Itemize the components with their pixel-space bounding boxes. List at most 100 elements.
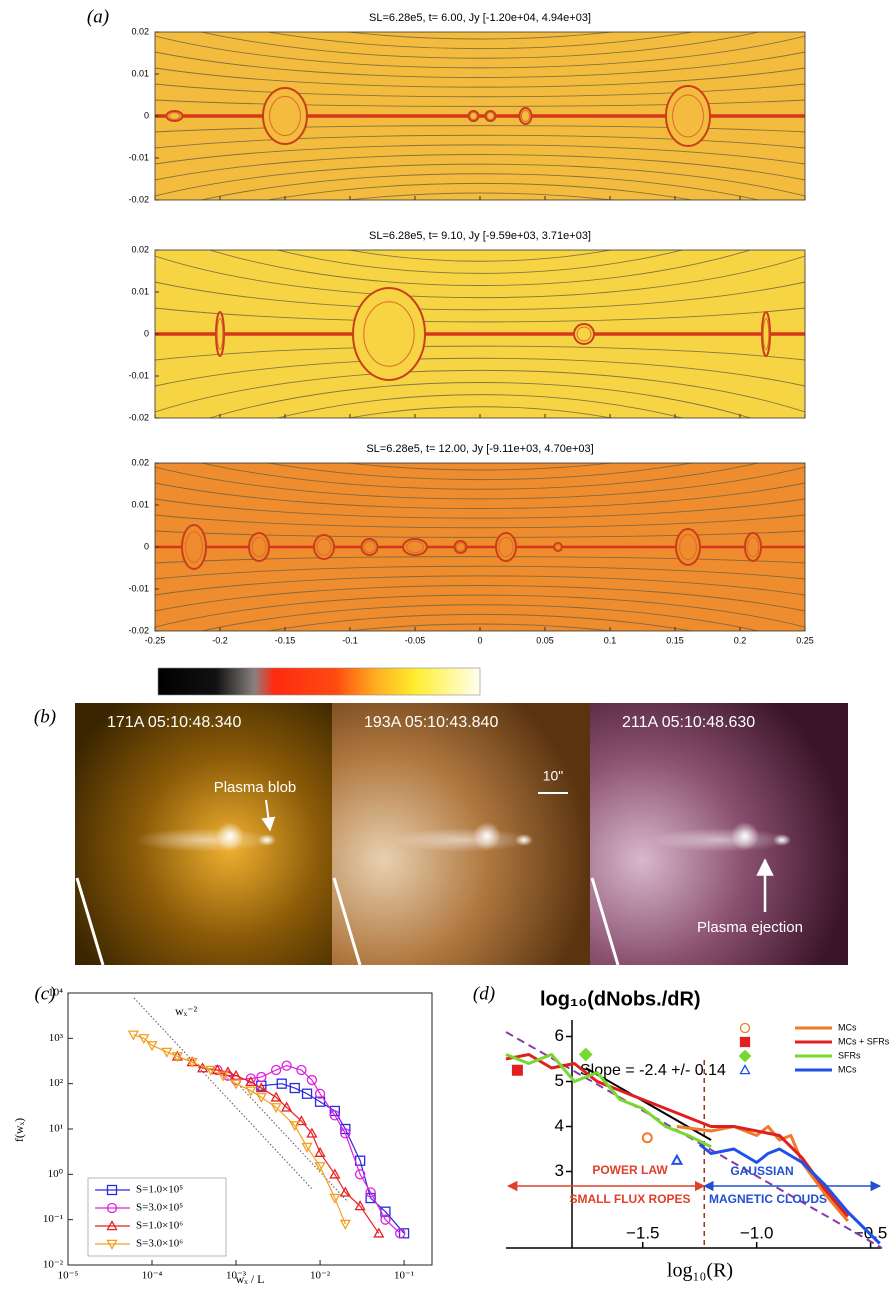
field-line [199,463,761,490]
marker [314,1096,326,1107]
field-line [208,250,752,286]
marker [217,1071,229,1082]
marker [339,1186,351,1197]
plasmoid-core [498,536,514,558]
field-line [265,463,695,481]
field-line [344,623,616,631]
field-line [155,345,805,361]
x-tick-label: 10⁻² [310,1270,331,1282]
x-tick-label: -0.2 [212,635,228,645]
marker [373,1227,385,1238]
annotation: POWER LAW [592,1163,668,1177]
field-line [155,83,805,98]
marker [106,1202,118,1214]
field-line [155,154,805,181]
y-tick-label: 0 [144,328,149,338]
reference-line [133,997,314,1191]
x-tick-label: 10⁻⁵ [58,1270,79,1282]
marker [739,1022,751,1034]
bright-core [731,822,759,850]
marker [329,1168,341,1179]
bright-feature [135,828,275,852]
plasmoid-core [363,301,415,367]
marker [171,1052,183,1063]
y-tick-label: 0.01 [131,68,149,78]
y-axis-label: f(wₓ) [12,1118,26,1142]
scale-label: 10" [543,768,564,784]
x-tick-label: -0.05 [405,635,426,645]
x-tick-label: 10⁻³ [226,1270,247,1282]
marker [255,1093,267,1104]
y-tick-label: 10¹ [49,1123,63,1135]
y-tick-label: 0.02 [131,457,149,467]
panel-label: (b) [34,706,56,727]
legend-box [87,1177,227,1257]
plasmoid-core [216,318,224,350]
panel-label: (c) [34,983,55,1004]
marker [314,1146,326,1157]
marker [670,1153,684,1165]
marker [329,1110,340,1121]
simulation-image [155,32,805,200]
marker [161,1047,173,1058]
field-line [199,604,761,631]
field-line [155,466,805,500]
reference-line [237,1083,349,1203]
x-tick-label: −1.0 [740,1223,774,1242]
legend-label: S=3.0×10⁵ [136,1202,183,1214]
field-line [155,565,805,580]
field-line [155,281,805,311]
marker [365,1187,376,1198]
marker [255,1082,267,1093]
marker [186,1057,198,1068]
plasmoid-core [576,326,592,342]
marker [289,1082,300,1094]
x-tick-label: 0.05 [536,635,554,645]
marker [106,1239,118,1250]
marker [354,1200,366,1211]
field-line [344,32,616,40]
field-line [155,556,805,564]
plasmoid-core [520,109,531,123]
y-tick-label: -0.02 [128,412,149,422]
series-line [177,1055,380,1234]
y-tick-label: 0.02 [131,26,149,36]
field-line [155,255,805,299]
field-line [155,163,805,197]
marker [270,1064,282,1076]
field-line [265,613,695,631]
marker [270,1091,282,1102]
x-tick-label: 0 [477,635,482,645]
marker [127,1030,139,1041]
x-axis-label: wₓ / L [236,1272,265,1286]
plasmoid-core [486,112,495,120]
y-tick-label: 10⁻² [43,1259,64,1271]
y-tick-label: -0.02 [128,194,149,204]
x-tick-label: 10⁻⁴ [142,1270,163,1282]
annotation: GAUSSIAN [730,1164,793,1178]
chart-title: log₁₀(dNobs./dR) [540,988,701,1010]
marker [256,1071,267,1083]
marker [296,1064,307,1076]
legend-label: S=1.0×10⁵ [136,1184,183,1196]
x-tick-label: −1.5 [626,1223,660,1242]
y-tick-label: 0 [144,541,149,551]
field-line [344,463,616,471]
field-line [155,482,805,509]
bright-blob [258,834,276,846]
plasmoid-core [363,540,376,554]
marker [339,1219,351,1230]
field-line [155,67,805,88]
limb-line [590,877,620,966]
panel-label: (a) [87,6,109,27]
plasmoid-core [469,112,478,120]
series-line [505,1053,712,1149]
bright-blob [515,834,533,846]
field-line [155,35,805,69]
x-tick-label: -0.25 [145,635,166,645]
bright-blob [773,834,791,846]
legend-label: SFRs [838,1050,861,1060]
y-tick-label: 0 [144,110,149,120]
field-line [155,585,805,612]
marker [306,1074,318,1086]
